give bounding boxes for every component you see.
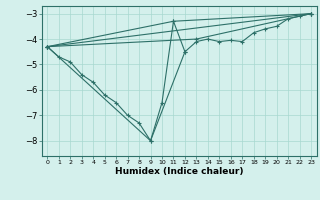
X-axis label: Humidex (Indice chaleur): Humidex (Indice chaleur): [115, 167, 244, 176]
